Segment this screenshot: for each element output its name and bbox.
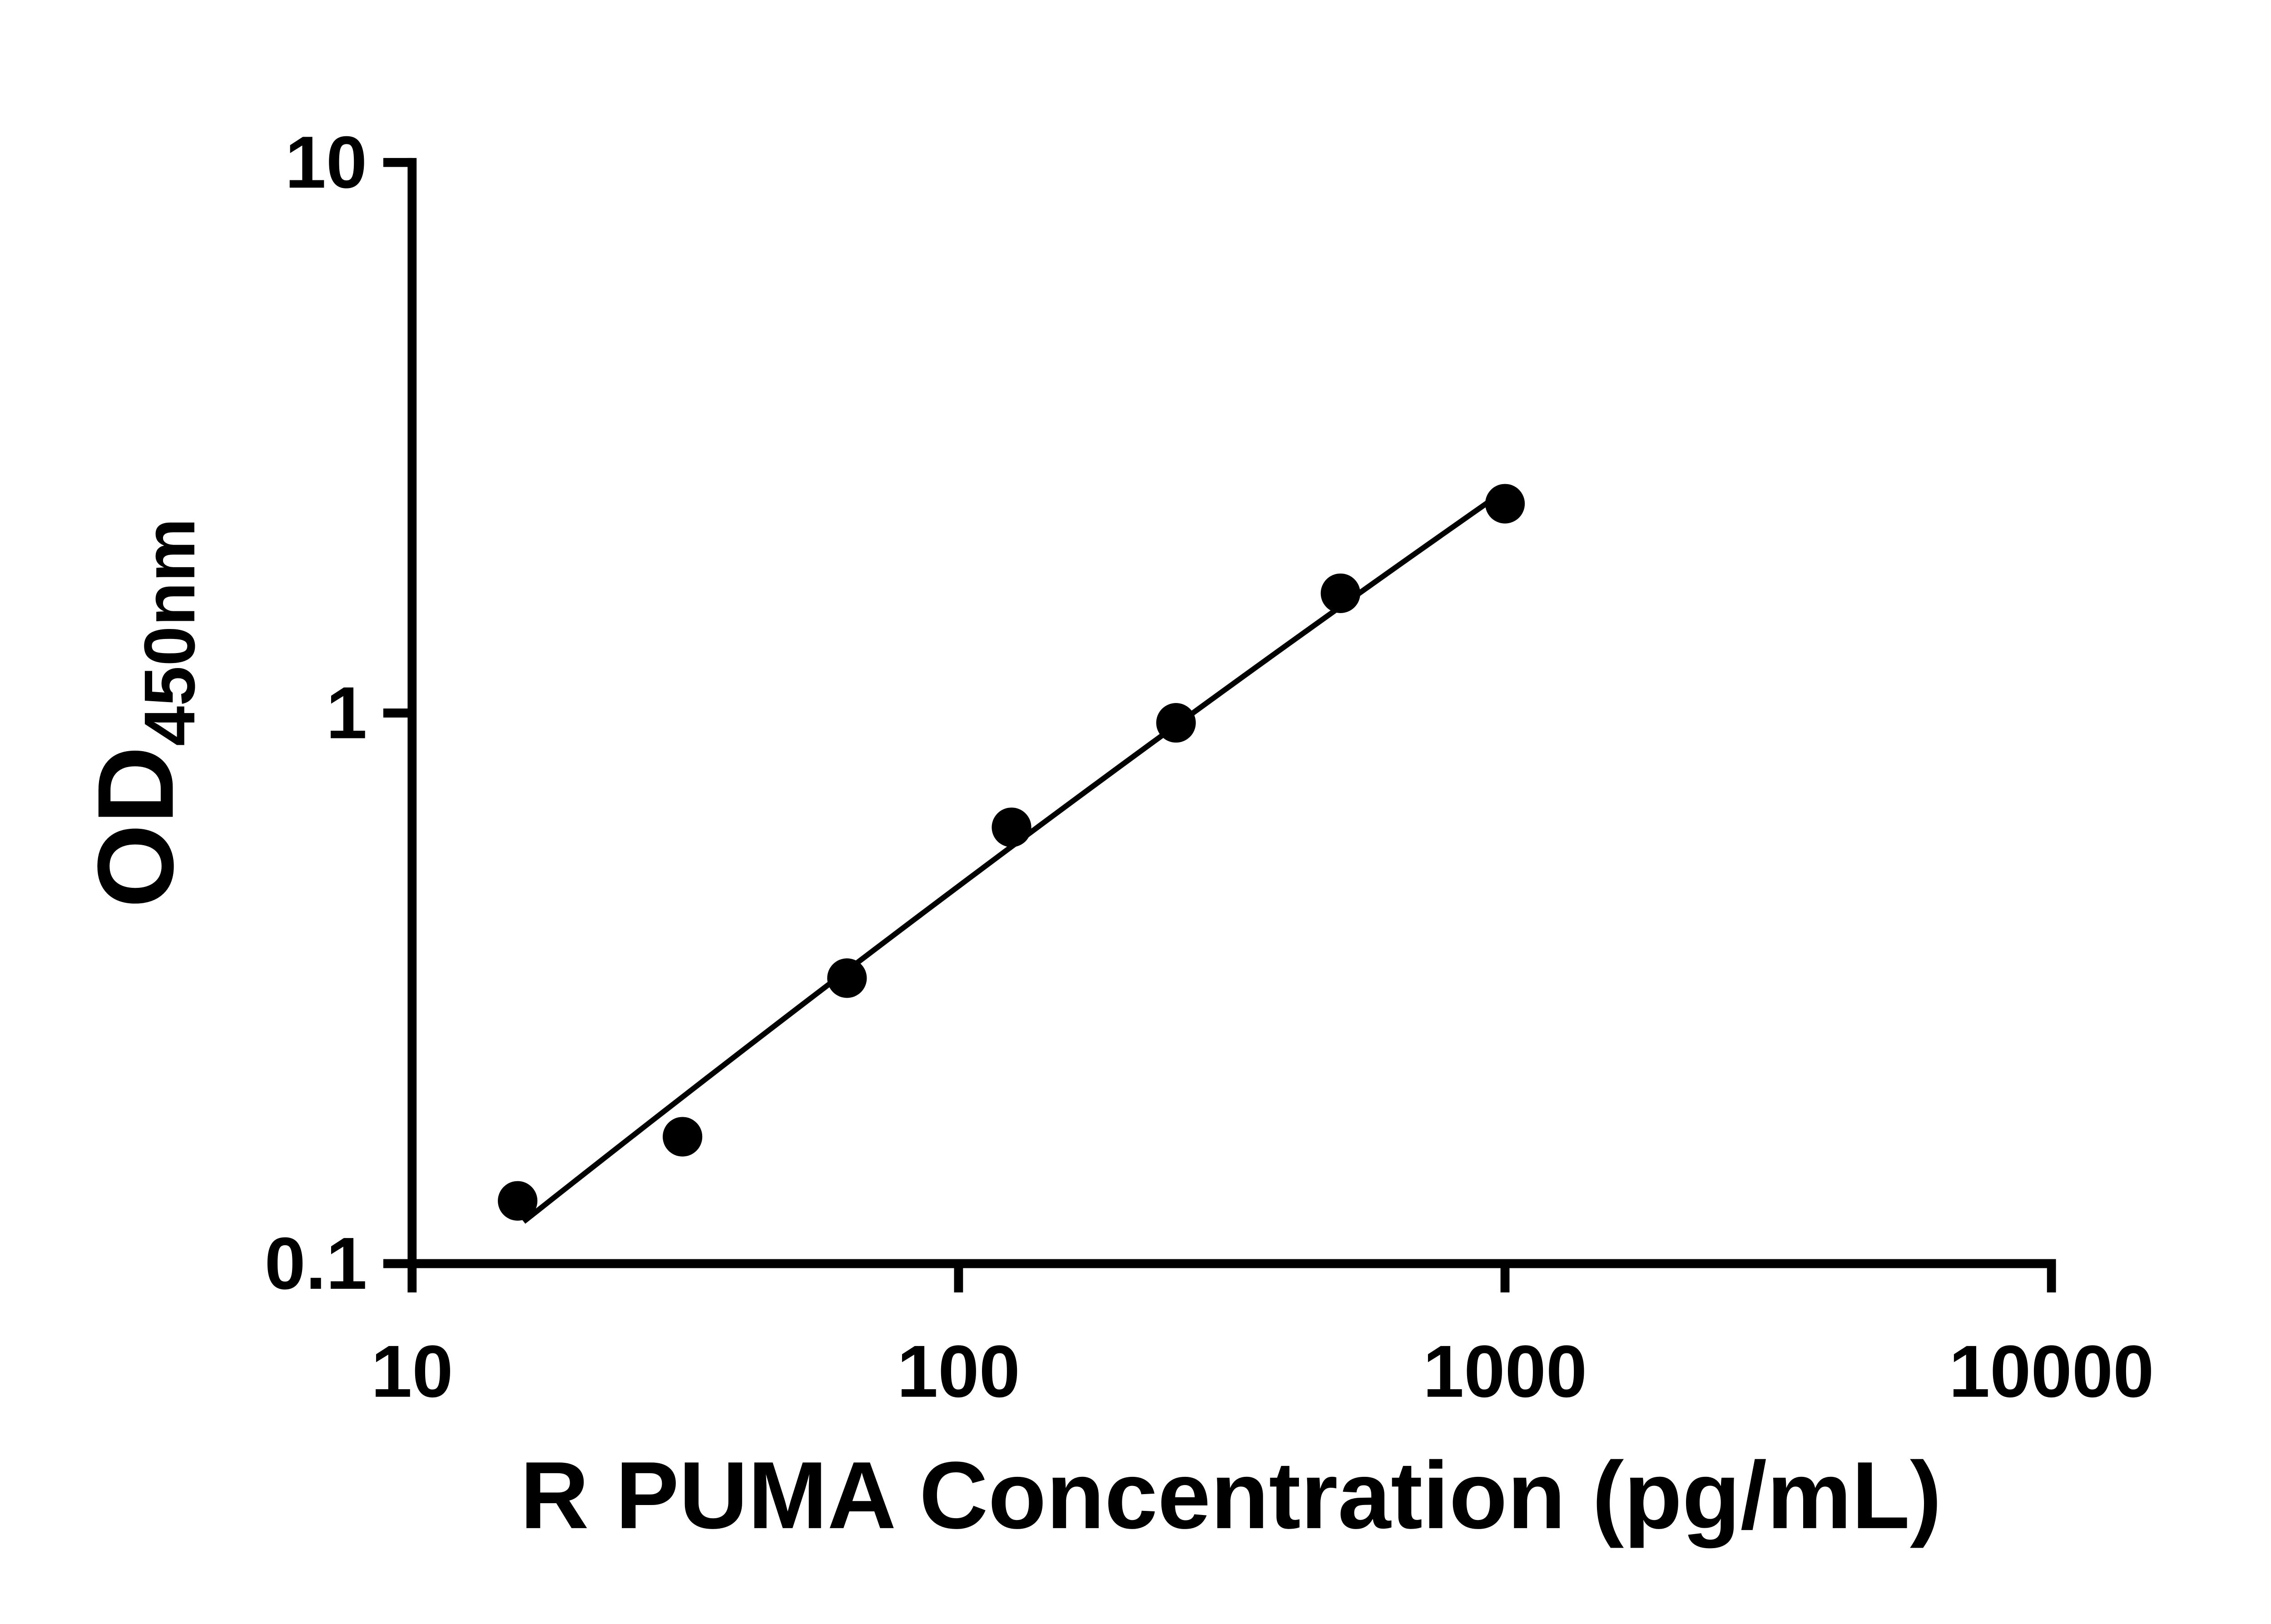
plot-area: 10 100 1000 10000 0.1 1 10 [264,121,2154,1412]
data-point [827,958,867,998]
data-point [1485,484,1525,524]
y-axis-title-subscript: 450nm [129,518,210,746]
y-tick-label: 1 [326,672,367,754]
x-tick-label: 100 [897,1331,1020,1413]
data-point [1156,703,1196,743]
y-axis-title: OD450nm [75,518,210,908]
data-point [1320,573,1360,614]
data-point [498,1181,538,1221]
axes-spine [407,158,2056,1268]
y-axis-title-main: OD [75,746,196,908]
x-tick-label: 10 [371,1331,453,1413]
x-axis-title: R PUMA Concentration (pg/mL) [520,1442,1942,1549]
x-tick-label: 10000 [1949,1331,2154,1413]
y-tick-label: 0.1 [264,1223,367,1305]
y-tick-label: 10 [285,121,367,203]
data-point [992,807,1031,847]
x-tick-label: 1000 [1423,1331,1587,1413]
data-point [663,1117,703,1157]
